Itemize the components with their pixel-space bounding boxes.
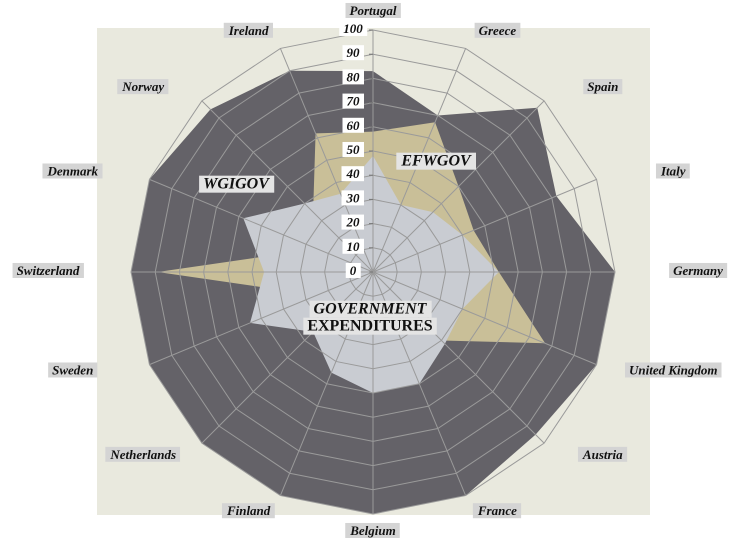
spoke — [372, 271, 545, 444]
label-layer: 0 10 20 30 40 50 60 70 80 90 100 Portugal Greece Spai… — [12, 2, 728, 538]
y-tick-label: 90 — [347, 45, 361, 60]
y-tick-label-box — [342, 93, 364, 109]
category-label: Ireland — [228, 23, 269, 38]
category-label: Sweden — [52, 362, 93, 377]
y-tick-label-box — [341, 190, 364, 206]
y-tick-label: 50 — [347, 142, 361, 157]
spoke — [149, 271, 374, 366]
y-tick-label: 10 — [347, 239, 361, 254]
category-label: France — [477, 503, 517, 518]
category-label: Finland — [226, 503, 271, 518]
y-tick-label: 80 — [347, 69, 361, 84]
category-label: Spain — [587, 79, 618, 94]
category-label: Greece — [479, 23, 517, 38]
spoke — [372, 100, 545, 273]
category-label-box — [474, 22, 521, 38]
y-tick-label: 0 — [350, 263, 357, 278]
category-label-box — [42, 163, 103, 179]
category-label: Portugal — [350, 3, 397, 18]
category-label-box — [345, 2, 401, 18]
annotation: GOVERNMENT — [314, 301, 428, 318]
category-label: Netherlands — [109, 447, 176, 462]
category-label-box — [12, 262, 84, 278]
y-tick-label-box — [342, 238, 364, 254]
y-tick-label-box — [341, 214, 364, 230]
category-label: Switzerland — [17, 263, 80, 278]
category-label-box — [577, 446, 628, 462]
category-label-box — [117, 79, 169, 95]
category-label-box — [472, 503, 522, 519]
category-label: Germany — [673, 263, 723, 278]
category-label: Austria — [582, 447, 623, 462]
category-label-box — [223, 22, 273, 38]
spoke — [372, 271, 597, 366]
spoke — [201, 271, 374, 444]
y-tick-label: 20 — [346, 215, 361, 230]
annotation-box — [309, 300, 432, 318]
category-label: Italy — [660, 163, 686, 178]
category-label: Belgium — [349, 523, 396, 538]
category-label-box — [345, 522, 400, 538]
annotation-box — [303, 317, 437, 335]
y-tick-label-box — [342, 141, 364, 157]
category-label-box — [583, 79, 623, 95]
annotation: EFWGOV — [400, 153, 472, 170]
category-label-box — [625, 362, 722, 378]
category-label-box — [221, 503, 275, 519]
category-label: Norway — [121, 79, 164, 94]
category-label-box — [48, 362, 98, 378]
category-label: United Kingdom — [629, 362, 718, 377]
y-tick-label-box — [339, 20, 368, 36]
annotation: EXPENDITURES — [307, 318, 432, 335]
y-tick-label-box — [341, 166, 364, 182]
annotation-box — [199, 175, 275, 193]
y-tick-label-box — [342, 69, 364, 85]
category-label-box — [655, 163, 690, 179]
y-tick-label: 30 — [346, 190, 361, 205]
spoke — [372, 178, 597, 273]
y-tick-label-box — [342, 117, 364, 133]
y-tick-label: 70 — [347, 94, 361, 109]
y-tick-label: 40 — [346, 166, 361, 181]
annotation: WGIGOV — [203, 176, 270, 193]
category-label: Denmark — [46, 163, 98, 178]
y-tick-label-box — [342, 45, 364, 61]
y-tick-label: 100 — [343, 21, 363, 36]
y-tick-label: 60 — [347, 118, 361, 133]
annotation-box — [396, 152, 476, 170]
spoke — [149, 178, 374, 273]
spoke — [279, 48, 374, 273]
y-tick-label-box — [345, 262, 361, 278]
category-label-box — [105, 446, 181, 462]
category-label-box — [669, 262, 728, 278]
